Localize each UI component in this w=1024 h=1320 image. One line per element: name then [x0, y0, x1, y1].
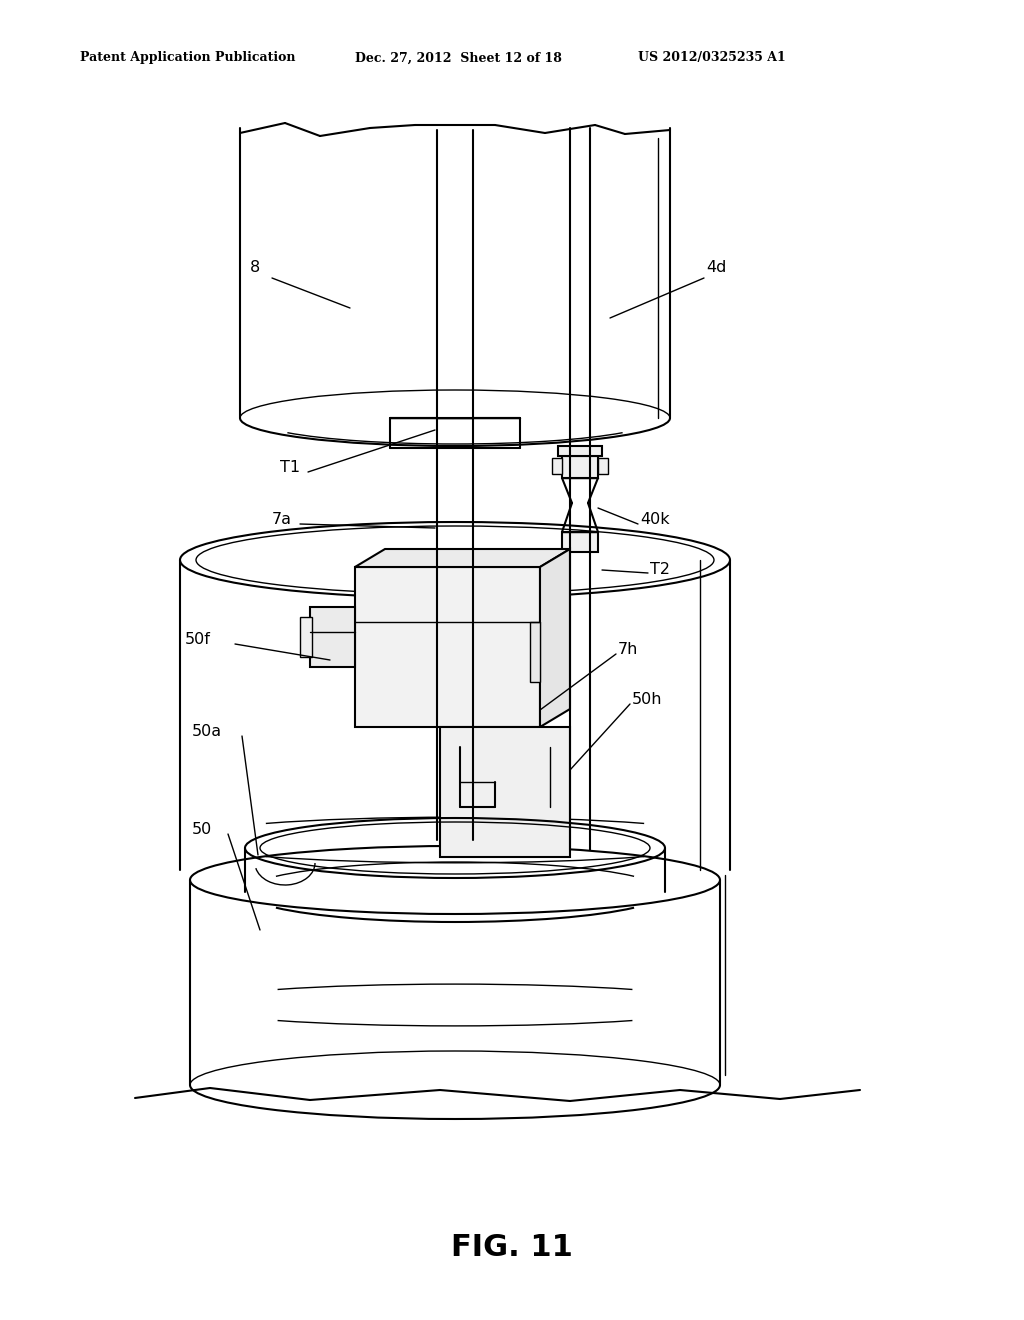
Polygon shape: [540, 549, 570, 727]
Text: T2: T2: [650, 562, 670, 578]
Bar: [530, 622, 540, 682]
Text: 50a: 50a: [193, 725, 222, 739]
Text: T1: T1: [280, 461, 300, 475]
Bar: [440, 727, 570, 857]
Text: 4d: 4d: [706, 260, 726, 276]
Bar: [300, 616, 312, 657]
Bar: [355, 568, 540, 727]
Text: 8: 8: [250, 260, 260, 276]
Polygon shape: [355, 549, 570, 568]
Bar: [310, 607, 355, 667]
Text: Patent Application Publication: Patent Application Publication: [80, 51, 296, 65]
Text: Dec. 27, 2012  Sheet 12 of 18: Dec. 27, 2012 Sheet 12 of 18: [355, 51, 562, 65]
Text: 50: 50: [193, 822, 212, 837]
Bar: [562, 532, 598, 552]
Bar: [562, 455, 598, 478]
Bar: [552, 458, 562, 474]
Text: 50h: 50h: [632, 693, 663, 708]
Text: 40k: 40k: [640, 512, 670, 528]
Text: 50f: 50f: [185, 632, 211, 648]
Text: 7a: 7a: [272, 512, 292, 528]
Text: FIG. 11: FIG. 11: [451, 1233, 573, 1262]
Bar: [558, 446, 602, 455]
Bar: [598, 458, 608, 474]
Text: US 2012/0325235 A1: US 2012/0325235 A1: [638, 51, 785, 65]
Text: 7h: 7h: [618, 643, 638, 657]
